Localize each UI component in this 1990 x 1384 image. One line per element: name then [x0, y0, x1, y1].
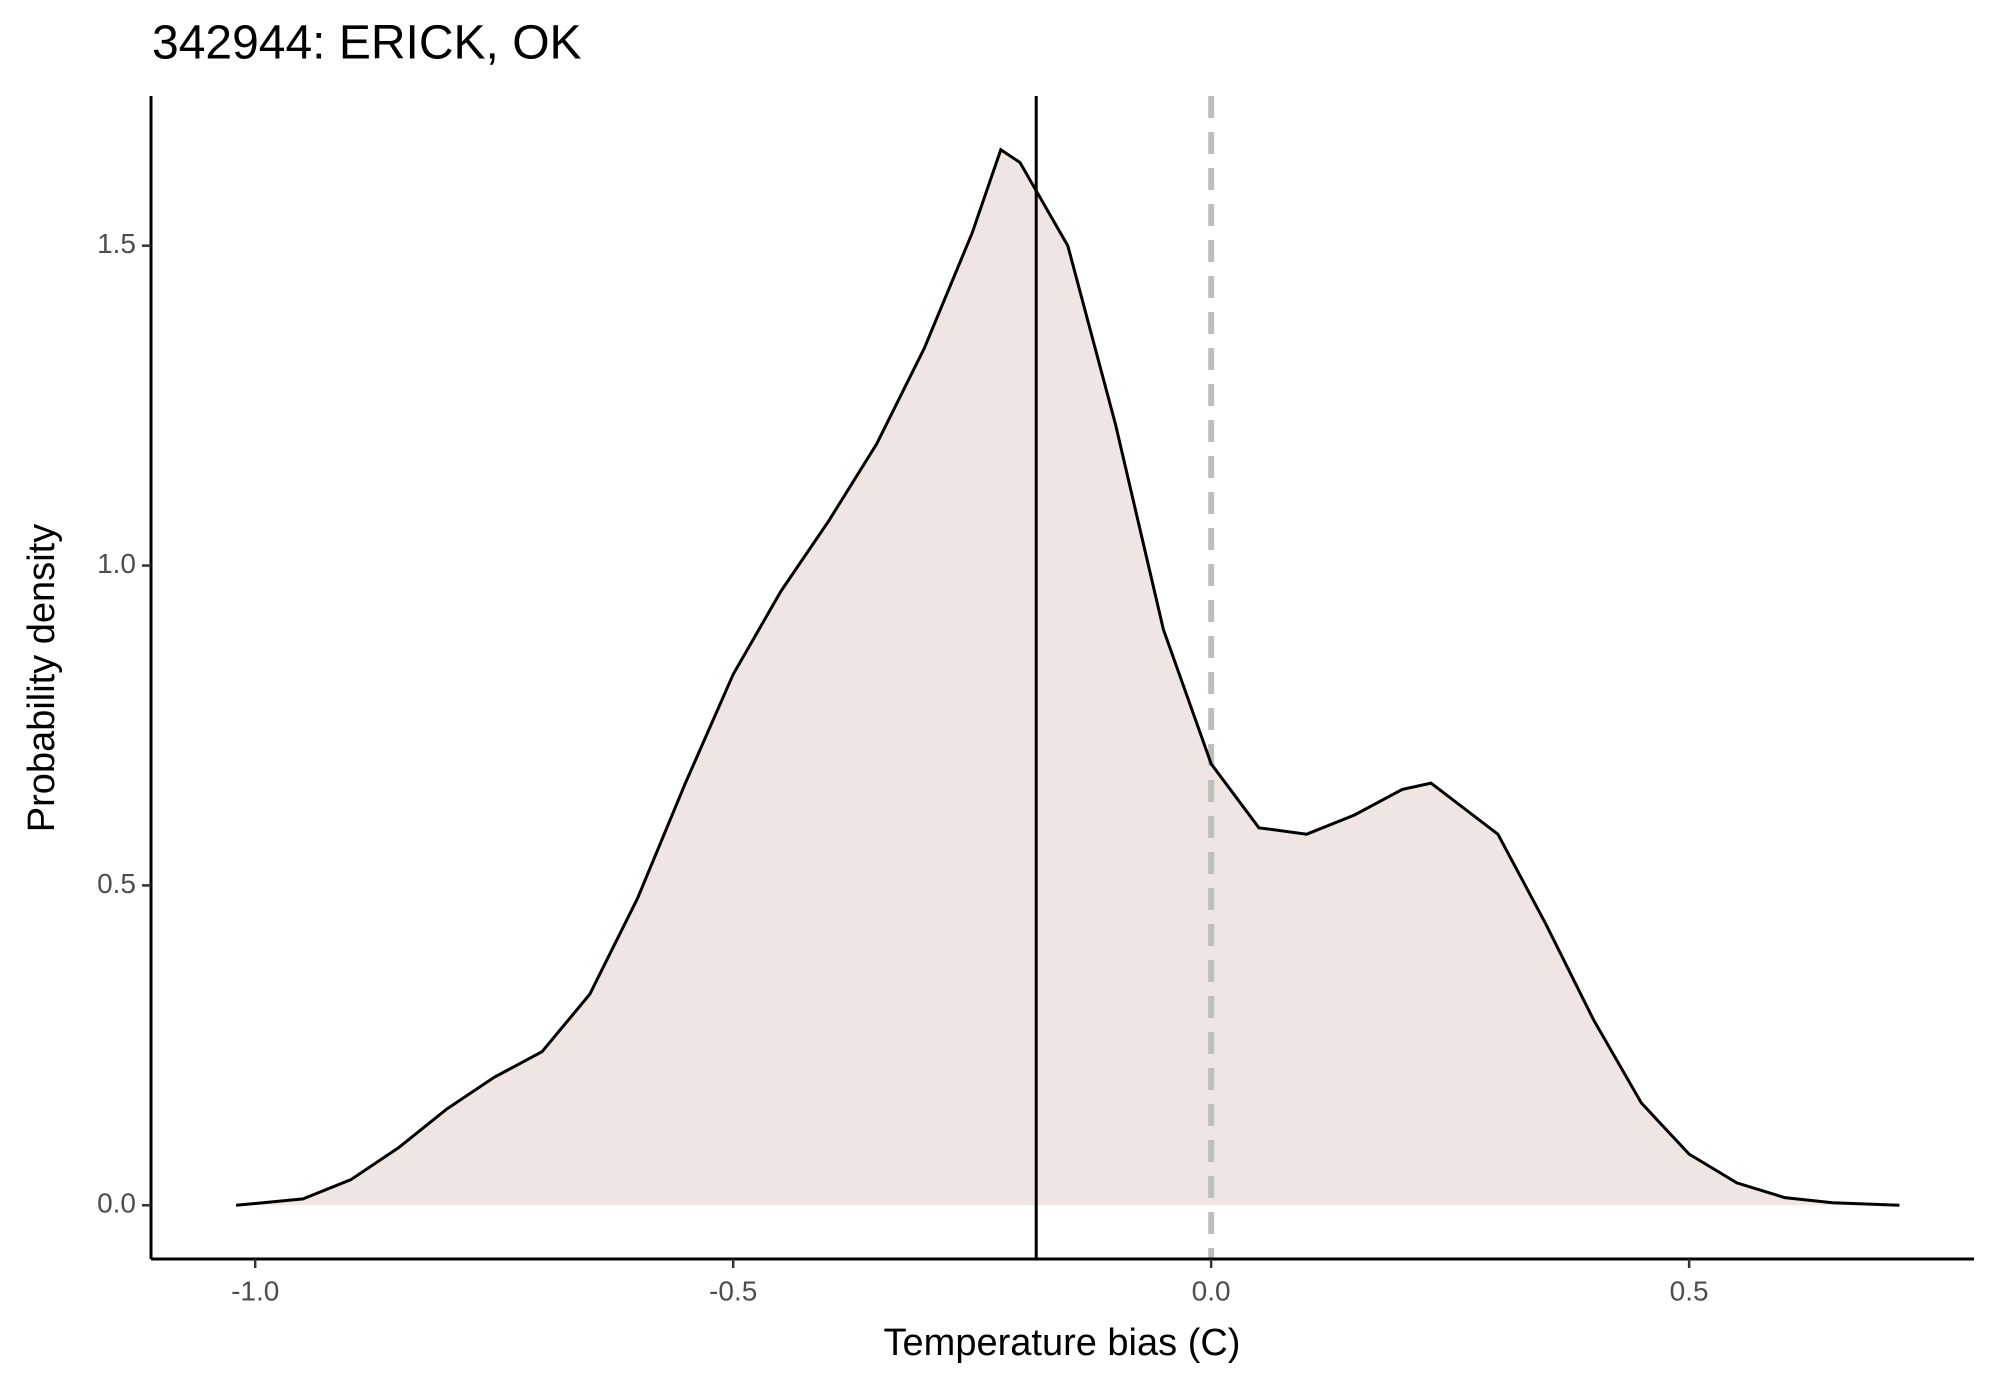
density-area — [236, 149, 1900, 1206]
y-tick-label: 1.0 — [97, 548, 136, 579]
x-tick-label: 0.5 — [1670, 1275, 1709, 1306]
x-tick-label: -0.5 — [709, 1275, 757, 1306]
y-tick-label: 1.5 — [97, 228, 136, 259]
y-tick-label: 0.5 — [97, 868, 136, 899]
y-axis-label: Probability density — [21, 524, 63, 832]
density-line — [235, 147, 1900, 1207]
x-axis-label: Temperature bias (C) — [884, 1322, 1241, 1364]
chart-title: 342944: ERICK, OK — [152, 17, 582, 70]
y-tick-label: 0.0 — [97, 1188, 136, 1219]
x-tick-label: 0.0 — [1192, 1275, 1231, 1306]
x-tick-label: -1.0 — [231, 1275, 279, 1306]
